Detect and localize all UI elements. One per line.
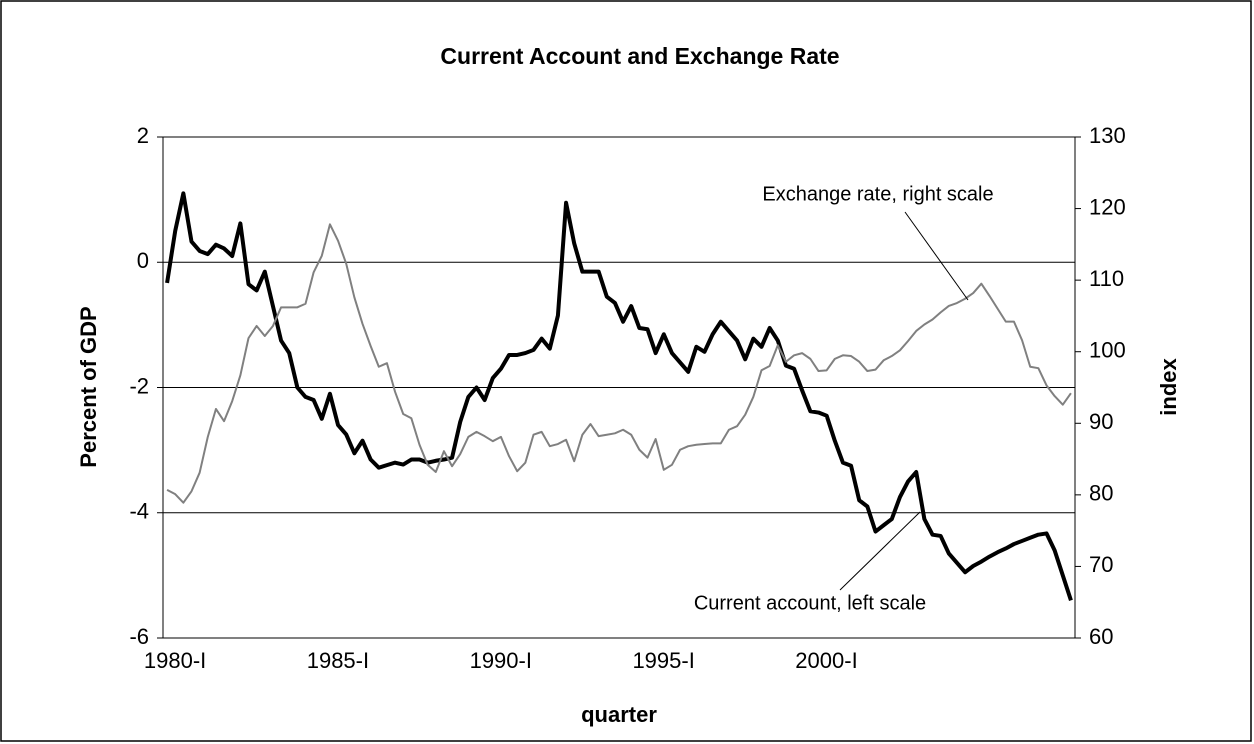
series-line <box>166 223 1072 504</box>
y2-tick-label: 80 <box>1089 481 1113 506</box>
plot-border <box>162 136 1076 639</box>
y2-tick-label: 100 <box>1089 338 1126 363</box>
y-tick-label: 2 <box>137 123 149 148</box>
y-tick-label: -4 <box>129 499 149 524</box>
series-line <box>165 191 1073 602</box>
y2-axis-label: index <box>1156 358 1181 416</box>
y2-tick-label: 90 <box>1089 409 1113 434</box>
plot-area: -6 -4 -2 0 2 60 70 80 90 100 110 120 130 1980-I 1985-I… <box>129 123 1125 673</box>
x-tick-label: 1985-I <box>307 648 369 673</box>
y2-tick-label: 70 <box>1089 552 1113 577</box>
x-tick-label: 1980-I <box>144 648 206 673</box>
x-tick-label: 2000-I <box>795 648 857 673</box>
y-tick-label: -6 <box>129 624 149 649</box>
x-axis-label: quarter <box>581 702 657 727</box>
y2-tick-label: 60 <box>1089 624 1113 649</box>
y2-tick-label: 130 <box>1089 123 1126 148</box>
y-tick-label: -2 <box>129 373 149 398</box>
y-axis-label: Percent of GDP <box>76 306 101 467</box>
x-tick-label: 1995-I <box>632 648 694 673</box>
chart-title: Current Account and Exchange Rate <box>440 43 839 69</box>
annotation: Exchange rate, right scale <box>762 183 993 205</box>
annotation-pointer <box>839 511 921 591</box>
annotation-pointer <box>904 211 969 301</box>
y-tick-label: 0 <box>137 248 149 273</box>
annotation: Current account, left scale <box>694 592 926 614</box>
y2-tick-label: 110 <box>1089 266 1124 291</box>
y2-tick-label: 120 <box>1089 194 1126 219</box>
x-tick-label: 1990-I <box>470 648 532 673</box>
